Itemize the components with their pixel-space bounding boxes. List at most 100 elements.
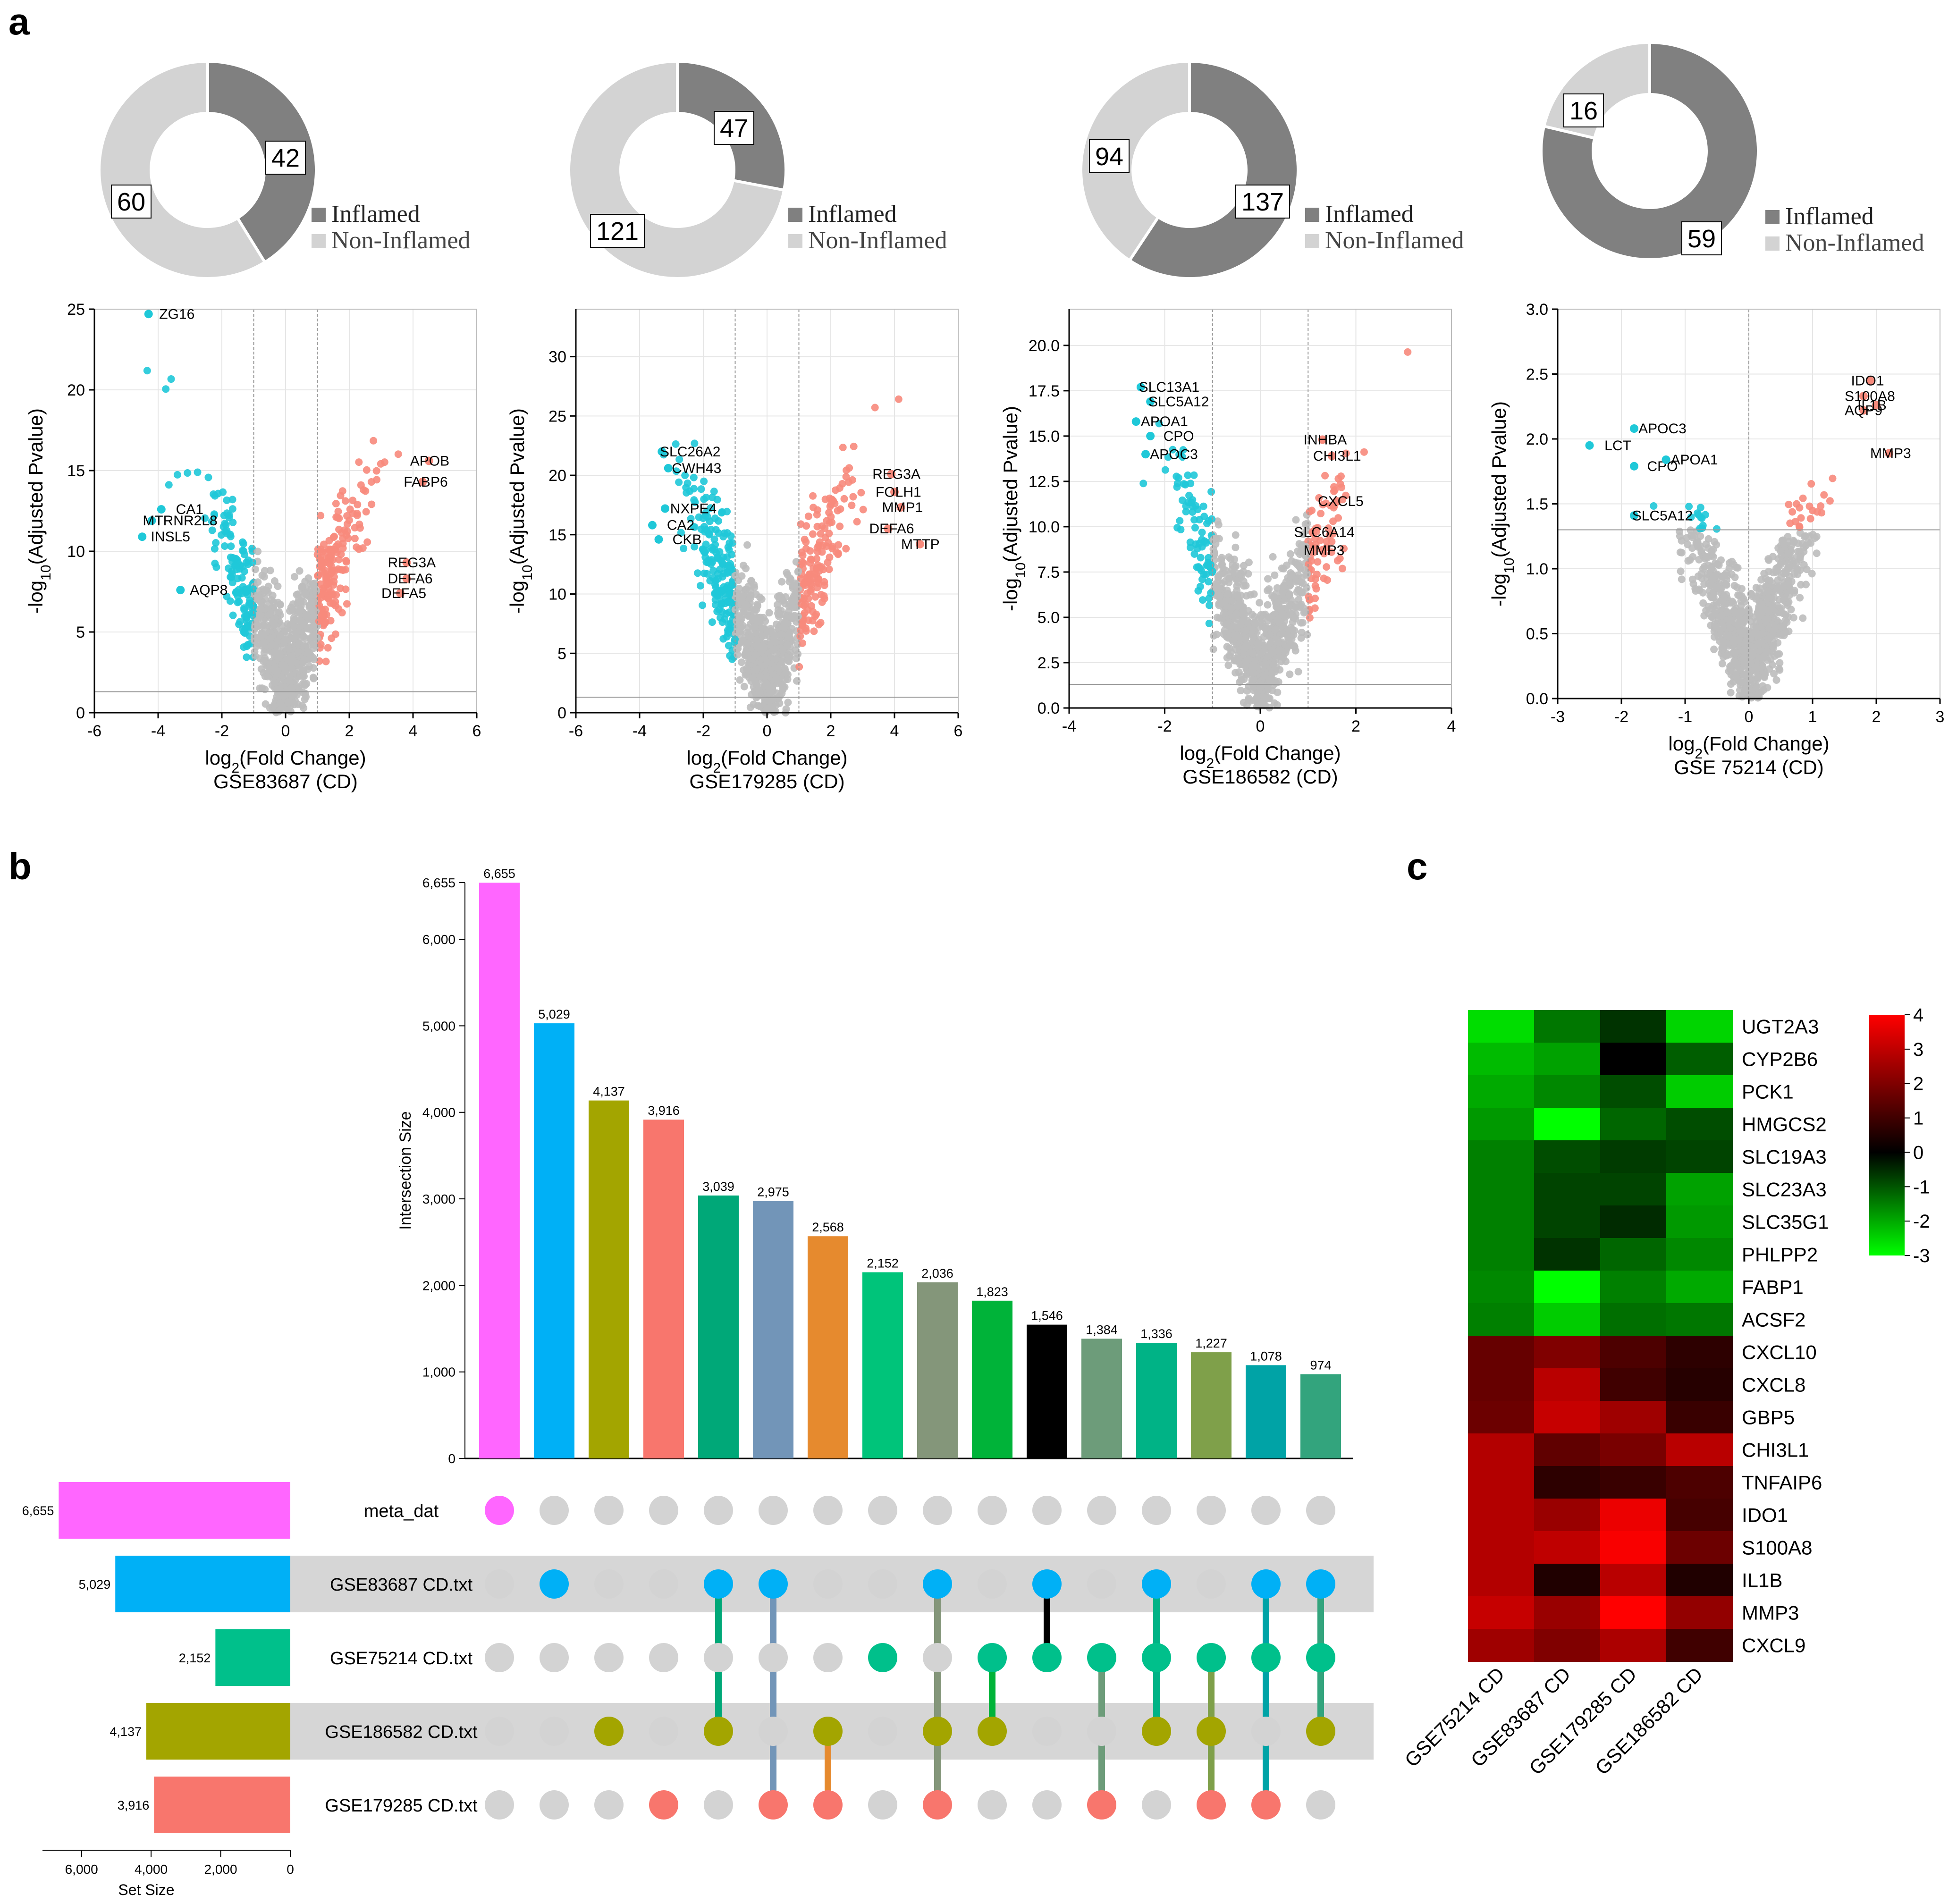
volcano-point	[309, 613, 317, 621]
y-axis-label: -log10(Adjusted Pvalue)	[506, 408, 535, 614]
volcano-point	[1232, 610, 1240, 618]
volcano-point	[1184, 471, 1192, 479]
volcano-point	[1763, 683, 1771, 691]
y-tick-label: 15.0	[1029, 428, 1060, 446]
volcano-point	[1231, 556, 1239, 564]
intersection-bar	[1136, 1343, 1177, 1458]
volcano-point	[1297, 634, 1305, 642]
gene-label: CXCL5	[1318, 494, 1364, 509]
volcano-point	[1806, 515, 1814, 523]
volcano-point	[1765, 665, 1773, 673]
volcano-point	[302, 693, 310, 701]
volcano-point	[1210, 632, 1218, 640]
volcano-point	[763, 658, 771, 666]
matrix-dot-inactive	[759, 1643, 788, 1672]
volcano-point	[273, 685, 281, 693]
matrix-dot-inactive	[1251, 1717, 1281, 1746]
volcano-point	[266, 610, 274, 618]
intersection-bar	[698, 1195, 739, 1458]
volcano-point	[355, 458, 363, 466]
heatmap-gene-label: CXCL8	[1742, 1374, 1805, 1396]
heatmap-cell	[1600, 1433, 1667, 1466]
matrix-dot-inactive	[704, 1790, 733, 1820]
volcano-point	[1797, 514, 1805, 522]
volcano-point	[810, 564, 818, 572]
volcano-point	[711, 596, 719, 604]
volcano-point	[1255, 701, 1263, 709]
volcano-point	[1738, 646, 1746, 654]
volcano-point	[1764, 634, 1772, 642]
heatmap-gene-label: CHI3L1	[1742, 1439, 1809, 1461]
set-size-bar	[146, 1703, 290, 1760]
volcano-point	[1228, 566, 1236, 574]
volcano-point	[1218, 554, 1226, 562]
volcano-point	[310, 598, 318, 606]
set-size-bar	[115, 1556, 291, 1612]
matrix-dot-active	[868, 1643, 897, 1672]
heatmap-cell	[1666, 1629, 1733, 1662]
volcano-point	[1215, 601, 1223, 609]
volcano-point	[750, 609, 758, 617]
volcano-point	[710, 535, 718, 543]
volcano-point	[716, 548, 724, 556]
volcano-point	[1278, 611, 1286, 619]
volcano-point	[811, 612, 819, 620]
volcano-point	[238, 574, 246, 582]
heatmap-cell	[1600, 1140, 1667, 1173]
volcano-point	[813, 584, 821, 592]
heatmap-gene-label: TNFAIP6	[1742, 1472, 1822, 1494]
volcano-point	[1783, 550, 1791, 558]
volcano-point	[1813, 549, 1821, 557]
volcano-point	[1324, 524, 1333, 532]
volcano-point	[1230, 655, 1238, 663]
intersection-value-label: 2,975	[757, 1185, 789, 1199]
volcano-point	[699, 601, 707, 609]
volcano-point	[707, 525, 715, 533]
donut-value-box	[111, 185, 152, 219]
set-name-label: GSE75214 CD.txt	[330, 1649, 472, 1668]
volcano-point	[1307, 557, 1316, 565]
matrix-dot-active	[1306, 1569, 1335, 1599]
intersection-value-label: 1,823	[976, 1285, 1008, 1299]
volcano-point	[712, 577, 720, 585]
volcano-point	[1691, 585, 1699, 593]
volcano-point	[1731, 649, 1739, 657]
volcano-point	[1271, 626, 1279, 634]
matrix-dot-active	[1306, 1643, 1335, 1672]
volcano-point	[677, 529, 685, 537]
volcano-point	[1265, 676, 1273, 684]
gene-label: S100A8	[1845, 388, 1895, 404]
volcano-point	[1790, 538, 1798, 546]
volcano-point	[842, 473, 850, 481]
volcano-point	[1190, 471, 1198, 479]
volcano-point	[1295, 562, 1303, 570]
volcano-point	[251, 565, 259, 573]
volcano-point	[257, 633, 265, 641]
volcano-point	[297, 598, 305, 606]
volcano-point	[818, 598, 826, 606]
volcano-point	[1205, 578, 1213, 586]
volcano-point	[1708, 576, 1716, 584]
volcano-point	[286, 607, 294, 615]
volcano-point	[242, 612, 250, 620]
heatmap-cell	[1600, 1596, 1667, 1629]
volcano-point	[305, 662, 313, 670]
volcano-point	[278, 622, 286, 630]
volcano-point	[700, 548, 708, 556]
volcano-point	[759, 643, 768, 651]
volcano-point	[1734, 564, 1742, 572]
volcano-point	[1286, 670, 1294, 678]
heatmap-cell	[1666, 1433, 1733, 1466]
volcano-point	[1760, 570, 1768, 578]
volcano-point	[1169, 446, 1177, 454]
volcano-point	[687, 514, 695, 522]
volcano-point	[316, 580, 324, 588]
volcano-point	[1180, 480, 1188, 488]
heatmap-cell	[1534, 1075, 1601, 1108]
set-size-xlabel: Set Size	[118, 1881, 174, 1898]
volcano-point	[316, 555, 324, 563]
volcano-point	[370, 437, 378, 445]
volcano-point	[815, 621, 823, 629]
volcano-point	[1301, 520, 1309, 528]
volcano-point	[1685, 503, 1693, 511]
